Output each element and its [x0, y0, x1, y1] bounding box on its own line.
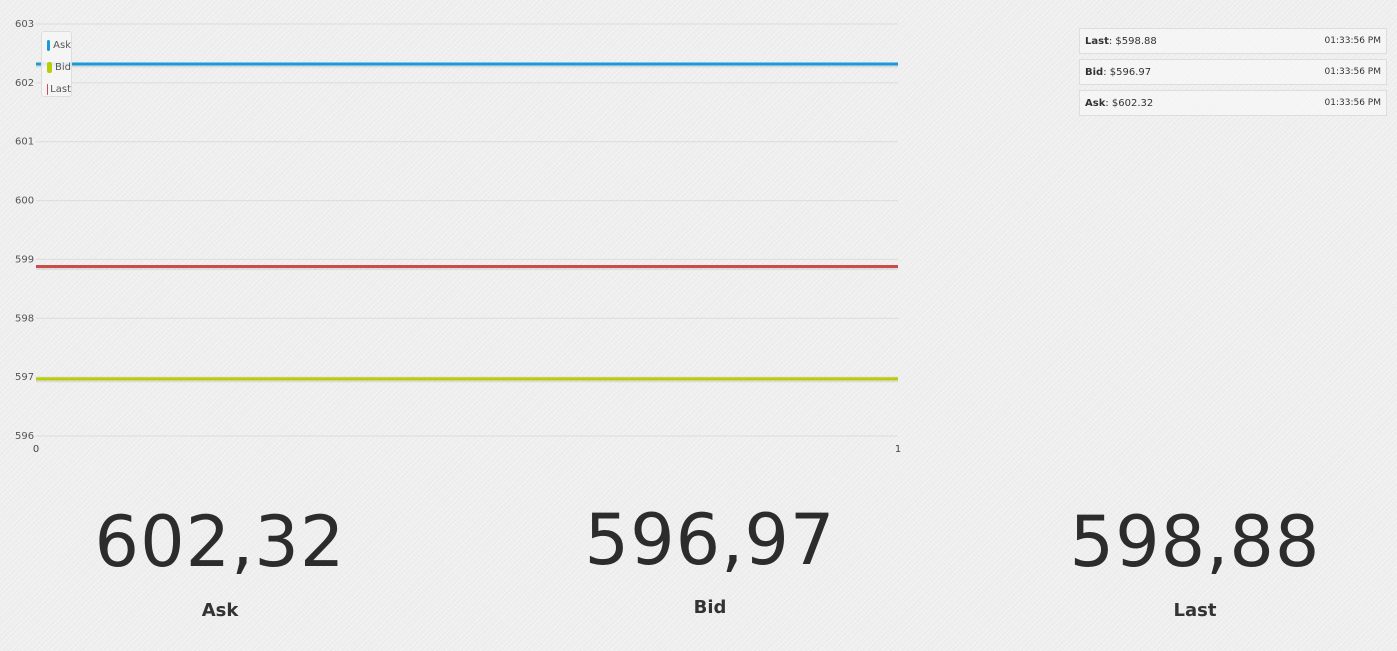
chart-legend: Ask Bid Last [41, 31, 72, 97]
big-value-ask: 602,32 [94, 501, 346, 583]
ticker-value-bid: : $596.97 [1103, 66, 1152, 78]
y-axis-ticks: 596 597 598 599 600 601 602 603 [15, 19, 34, 442]
y-tick-label: 601 [15, 137, 34, 148]
legend-item-bid[interactable]: Bid [42, 56, 71, 78]
y-tick-label: 598 [15, 313, 34, 324]
ticker-time-ask: 01:33:56 PM [1324, 98, 1381, 108]
price-ticker-list: Last: $598.88 01:33:56 PM Bid: $596.97 0… [1079, 28, 1387, 121]
ticker-value-last: : $598.88 [1108, 35, 1157, 47]
ticker-row-bid: Bid: $596.97 01:33:56 PM [1079, 59, 1387, 85]
y-tick-label: 597 [15, 372, 34, 383]
ticker-time-bid: 01:33:56 PM [1324, 67, 1381, 77]
big-label-last: Last [1173, 600, 1217, 621]
chart-grid [36, 23, 898, 437]
y-tick-label: 599 [15, 254, 34, 265]
y-tick-label: 603 [15, 19, 34, 30]
big-value-last: 598,88 [1069, 501, 1321, 583]
x-tick-label: 0 [33, 444, 39, 455]
ticker-row-ask: Ask: $602.32 01:33:56 PM [1079, 90, 1387, 116]
ticker-label-last: Last [1085, 35, 1109, 47]
big-number-bid: 596,97 Bid [560, 505, 860, 618]
x-tick-label: 1 [895, 444, 901, 455]
legend-label-last: Last [50, 83, 71, 95]
big-label-bid: Bid [693, 597, 727, 618]
ticker-value-ask: : $602.32 [1105, 97, 1154, 109]
ticker-row-last: Last: $598.88 01:33:56 PM [1079, 28, 1387, 54]
ticker-price-bid: Bid: $596.97 [1085, 67, 1151, 78]
legend-label-bid: Bid [55, 61, 71, 73]
ticker-price-ask: Ask: $602.32 [1085, 98, 1153, 109]
big-number-ask: 602,32 Ask [70, 507, 370, 621]
ticker-label-bid: Bid [1085, 66, 1104, 78]
ticker-label-ask: Ask [1085, 97, 1106, 109]
big-value-bid: 596,97 [584, 499, 836, 581]
legend-label-ask: Ask [53, 39, 71, 51]
ticker-time-last: 01:33:56 PM [1324, 36, 1381, 46]
legend-item-ask[interactable]: Ask [42, 34, 71, 56]
chart-series [36, 62, 898, 383]
y-tick-label: 596 [15, 431, 34, 442]
big-label-ask: Ask [201, 600, 239, 621]
y-tick-label: 600 [15, 196, 34, 207]
legend-item-last[interactable]: Last [42, 78, 71, 100]
y-tick-label: 602 [15, 78, 34, 89]
big-number-last: 598,88 Last [1045, 507, 1345, 621]
ticker-price-last: Last: $598.88 [1085, 36, 1157, 47]
legend-swatch-bid [47, 61, 52, 73]
legend-swatch-ask [47, 39, 51, 51]
